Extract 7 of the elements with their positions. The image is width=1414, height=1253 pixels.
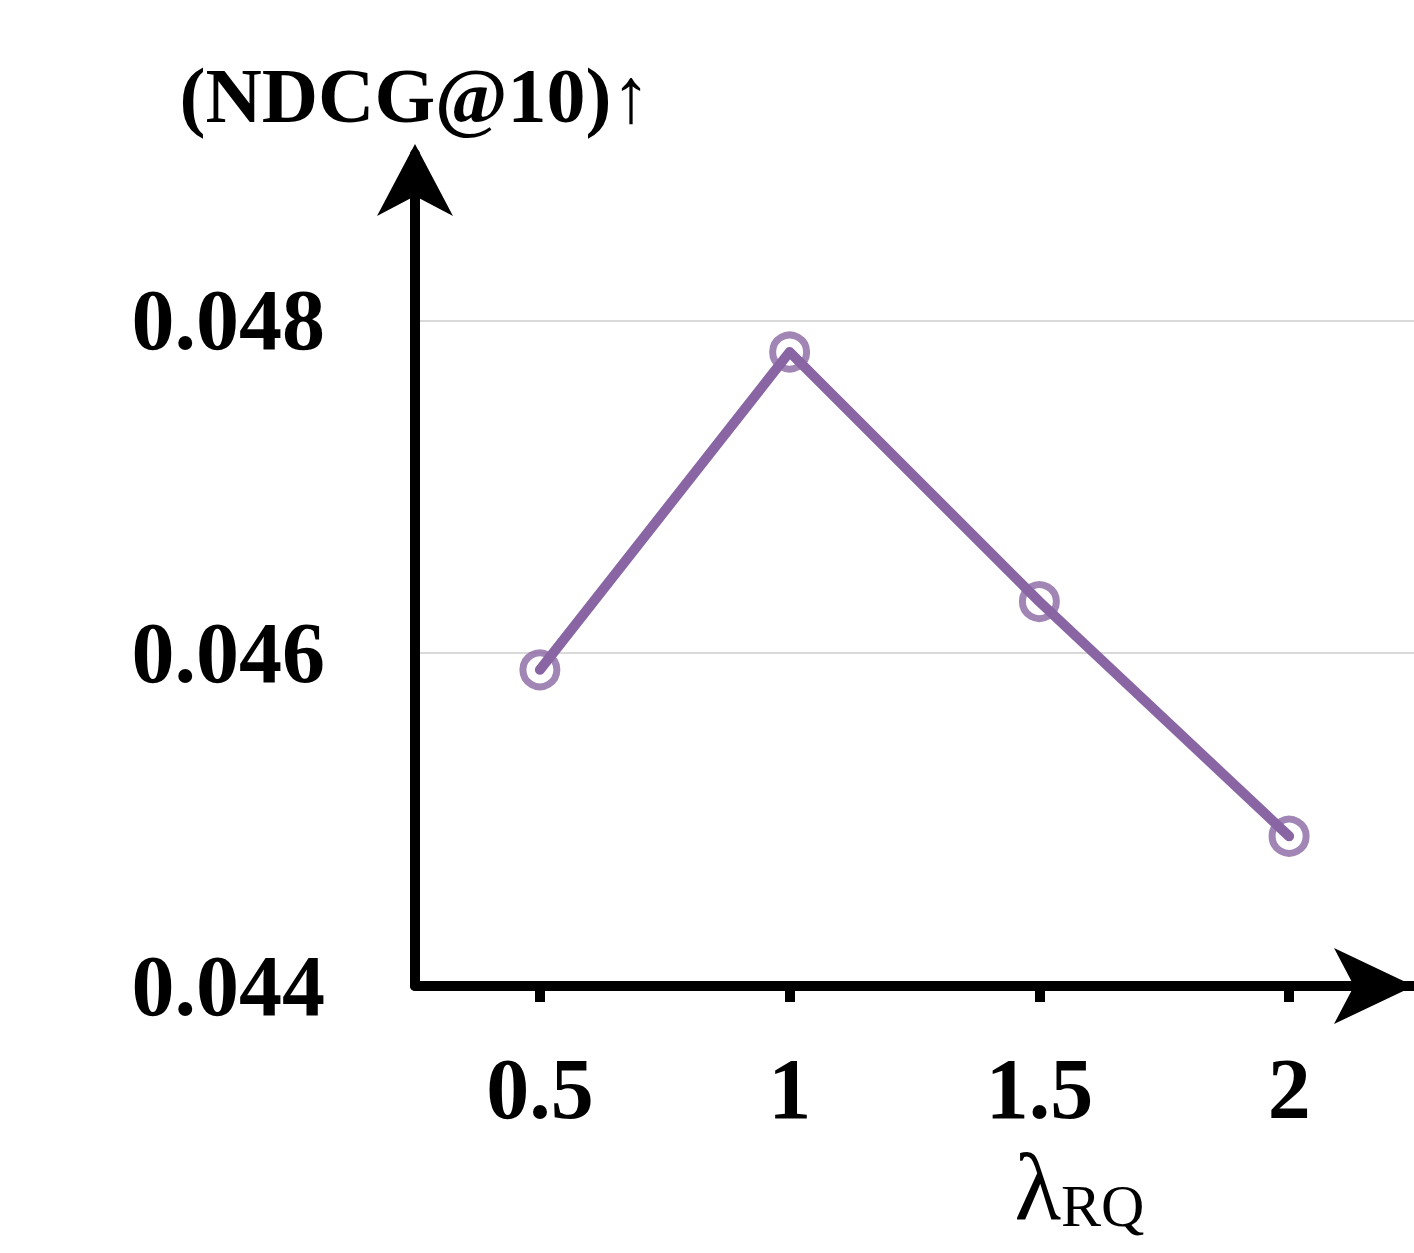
y-tick-label: 0.044	[131, 938, 325, 1034]
y-tick-label: 0.046	[131, 605, 325, 702]
y-axis-title: (NDCG@10)↑	[179, 51, 651, 139]
x-tick-label: 1	[768, 1041, 812, 1137]
y-tick-label: 0.048	[131, 272, 325, 369]
x-tick-label: 0.5	[486, 1041, 594, 1137]
x-tick-label: 2	[1267, 1041, 1311, 1137]
